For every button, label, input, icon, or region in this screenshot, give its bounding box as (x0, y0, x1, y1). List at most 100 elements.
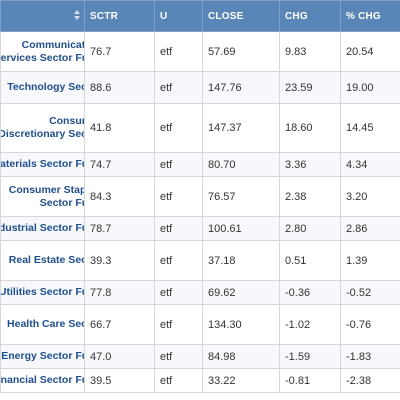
pct-chg-cell: -0.52 (340, 280, 400, 305)
pct-chg-cell: -0.76 (340, 304, 400, 345)
type-cell: etf (154, 103, 203, 153)
table-row[interactable]: Health Care Sector66.7etf134.30-1.02-0.7… (0, 304, 400, 345)
fund-name-link[interactable]: CommunicationServices Sector Fund (0, 31, 85, 72)
sctr-cell: 39.3 (84, 240, 155, 281)
sctr-cell: 76.7 (84, 31, 155, 72)
sort-icon[interactable] (74, 10, 81, 22)
pct-chg-cell: 14.45 (340, 103, 400, 153)
fund-name-link[interactable]: Real Estate Sector (0, 240, 85, 281)
fund-name-line: Consumer Staples (8, 183, 84, 196)
column-header-sctr[interactable]: SCTR (84, 0, 155, 32)
type-cell: etf (154, 280, 203, 305)
sctr-cell: 74.7 (84, 152, 155, 177)
type-cell: etf (154, 368, 203, 393)
fund-name-link[interactable]: Technology Sector (0, 71, 85, 104)
column-header-name[interactable] (0, 0, 85, 32)
fund-name-line: Discretionary Sector (0, 128, 84, 140)
fund-name-link[interactable]: Consumer StaplesSector Fund (0, 176, 85, 217)
fund-name-link[interactable]: Energy Sector Fund (0, 344, 85, 369)
column-header-pct-chg[interactable]: % CHG (340, 0, 400, 32)
pct-chg-cell: 4.34 (340, 152, 400, 177)
fund-name-link[interactable]: Materials Sector Fund (0, 152, 85, 177)
fund-name-line: Consumer (49, 115, 83, 127)
close-cell: 33.22 (202, 368, 280, 393)
column-header-chg[interactable]: CHG (279, 0, 341, 32)
fund-name-line: Energy Sector Fund (1, 350, 84, 362)
fund-name-line: Communication (21, 38, 84, 51)
sctr-cell: 41.8 (84, 103, 155, 153)
sctr-cell: 47.0 (84, 344, 155, 369)
sctr-cell: 88.6 (84, 71, 155, 104)
pct-chg-cell: -2.38 (340, 368, 400, 393)
pct-chg-cell: 1.39 (340, 240, 400, 281)
close-cell: 69.62 (202, 280, 280, 305)
fund-name-line: Technology Sector (7, 81, 83, 93)
fund-name-line: Health Care Sector (7, 318, 83, 330)
close-cell: 80.70 (202, 152, 280, 177)
type-cell: etf (154, 240, 203, 281)
fund-name-link[interactable]: ConsumerDiscretionary Sector (0, 103, 85, 153)
pct-chg-cell: 2.86 (340, 216, 400, 241)
type-cell: etf (154, 152, 203, 177)
table-header-row: SCTR U CLOSE CHG % CHG (0, 0, 400, 32)
close-cell: 84.98 (202, 344, 280, 369)
chg-cell: -1.02 (279, 304, 341, 345)
type-cell: etf (154, 176, 203, 217)
close-cell: 57.69 (202, 31, 280, 72)
type-cell: etf (154, 71, 203, 104)
chg-cell: -1.59 (279, 344, 341, 369)
chg-cell: 2.38 (279, 176, 341, 217)
chg-cell: 3.36 (279, 152, 341, 177)
sctr-cell: 84.3 (84, 176, 155, 217)
chg-cell: 23.59 (279, 71, 341, 104)
close-cell: 147.37 (202, 103, 280, 153)
fund-name-line: Utilities Sector Fund (0, 286, 84, 298)
close-cell: 76.57 (202, 176, 280, 217)
type-cell: etf (154, 31, 203, 72)
fund-name-link[interactable]: Utilities Sector Fund (0, 280, 85, 305)
chg-cell: -0.36 (279, 280, 341, 305)
table-row[interactable]: ConsumerDiscretionary Sector41.8etf147.3… (0, 103, 400, 153)
chg-cell: 0.51 (279, 240, 341, 281)
close-cell: 37.18 (202, 240, 280, 281)
type-cell: etf (154, 304, 203, 345)
sctr-cell: 66.7 (84, 304, 155, 345)
table-row[interactable]: Materials Sector Fund74.7etf80.703.364.3… (0, 152, 400, 177)
close-cell: 147.76 (202, 71, 280, 104)
chg-cell: 9.83 (279, 31, 341, 72)
pct-chg-cell: 3.20 (340, 176, 400, 217)
close-cell: 100.61 (202, 216, 280, 241)
chg-cell: 2.80 (279, 216, 341, 241)
chg-cell: 18.60 (279, 103, 341, 153)
fund-name-link[interactable]: Industrial Sector Fund (0, 216, 85, 241)
chg-cell: -0.81 (279, 368, 341, 393)
type-cell: etf (154, 344, 203, 369)
fund-name-line: Financial Sector Fund (0, 374, 84, 386)
sctr-cell: 39.5 (84, 368, 155, 393)
close-cell: 134.30 (202, 304, 280, 345)
table-row[interactable]: Consumer StaplesSector Fund84.3etf76.572… (0, 176, 400, 217)
column-header-close[interactable]: CLOSE (202, 0, 280, 32)
fund-name-line: Materials Sector Fund (0, 158, 84, 170)
fund-name-link[interactable]: Financial Sector Fund (0, 368, 85, 393)
pct-chg-cell: -1.83 (340, 344, 400, 369)
fund-name-line: Sector Fund (39, 196, 84, 209)
fund-name-line: Industrial Sector Fund (0, 222, 84, 234)
table-row[interactable]: Industrial Sector Fund78.7etf100.612.802… (0, 216, 400, 241)
pct-chg-cell: 20.54 (340, 31, 400, 72)
table-row[interactable]: Financial Sector Fund39.5etf33.22-0.81-2… (0, 368, 400, 393)
fund-name-link[interactable]: Health Care Sector (0, 304, 85, 345)
sctr-cell: 77.8 (84, 280, 155, 305)
column-header-u[interactable]: U (154, 0, 203, 32)
sctr-cell: 78.7 (84, 216, 155, 241)
fund-name-line: Services Sector Fund (0, 51, 84, 64)
type-cell: etf (154, 216, 203, 241)
pct-chg-cell: 19.00 (340, 71, 400, 104)
table-row[interactable]: CommunicationServices Sector Fund76.7etf… (0, 31, 400, 72)
fund-name-line: Real Estate Sector (8, 254, 84, 266)
table-row[interactable]: Utilities Sector Fund77.8etf69.62-0.36-0… (0, 280, 400, 305)
